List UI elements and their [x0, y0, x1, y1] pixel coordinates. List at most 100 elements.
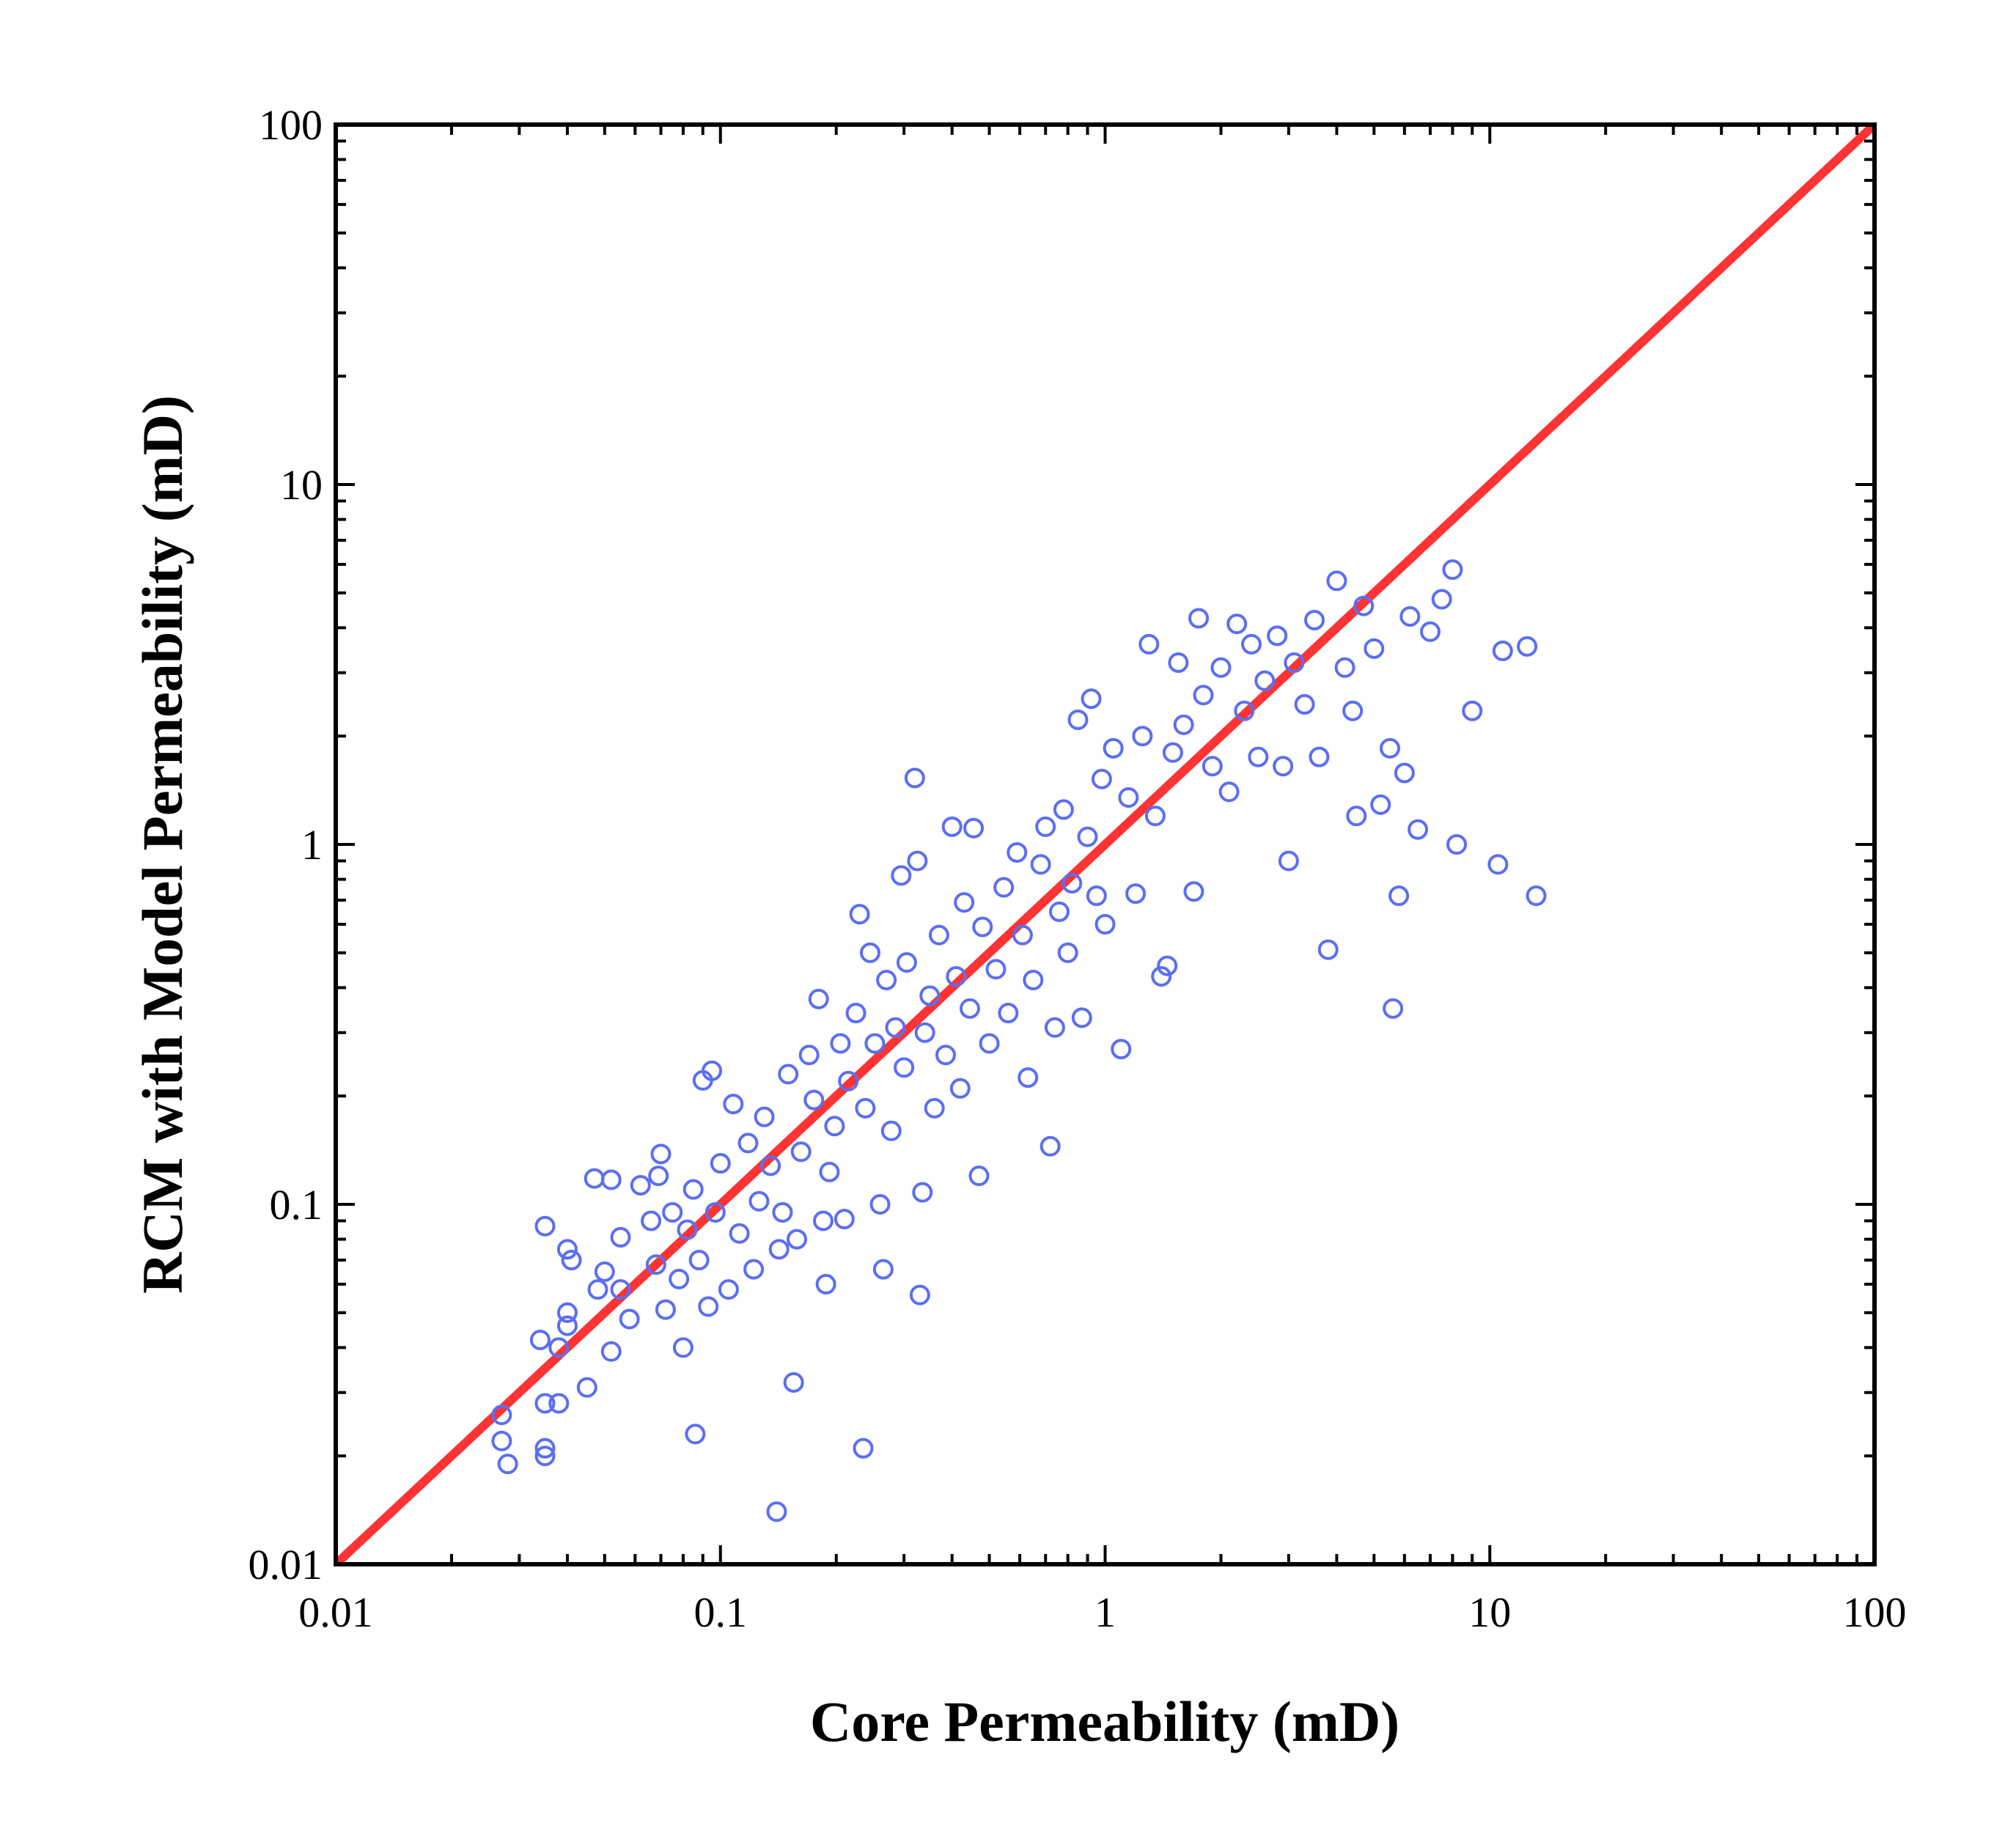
data-point	[1278, 850, 1299, 872]
data-point	[1492, 640, 1513, 661]
data-point	[1408, 819, 1429, 840]
data-point	[587, 1279, 608, 1300]
data-point	[1118, 787, 1139, 809]
data-point	[1162, 742, 1183, 763]
data-point	[534, 1446, 556, 1467]
data-point	[1125, 883, 1147, 905]
data-point	[576, 1377, 597, 1398]
data-point	[1132, 726, 1153, 747]
data-point	[1267, 625, 1288, 647]
data-point	[1431, 589, 1452, 610]
data-point	[610, 1226, 631, 1248]
data-point	[645, 1254, 666, 1275]
data-point	[1394, 762, 1415, 784]
data-point	[669, 1268, 690, 1289]
data-point	[556, 1239, 578, 1260]
data-point	[698, 1296, 719, 1317]
data-point	[672, 1337, 694, 1358]
data-point	[1487, 854, 1509, 875]
data-point	[491, 1430, 512, 1451]
data-point	[935, 1045, 956, 1066]
data-point	[1168, 652, 1189, 673]
data-point	[968, 1165, 990, 1187]
y-tick-label: 10	[280, 461, 323, 509]
data-point	[600, 1341, 622, 1362]
data-point	[1370, 794, 1391, 815]
data-point	[685, 1424, 706, 1445]
data-point	[979, 1033, 1000, 1054]
data-point	[548, 1337, 570, 1358]
data-point	[1526, 885, 1547, 907]
data-point	[914, 1022, 935, 1043]
data-point	[790, 1141, 812, 1163]
data-point	[619, 1308, 640, 1330]
data-point	[855, 1097, 876, 1119]
data-point	[1364, 638, 1385, 659]
data-point	[904, 767, 925, 789]
data-point	[896, 952, 917, 973]
data-point	[1044, 1017, 1065, 1038]
data-point	[1095, 913, 1116, 935]
data-point	[778, 1064, 799, 1085]
data-point	[1234, 700, 1255, 721]
data-point	[1091, 768, 1112, 789]
data-point	[1048, 901, 1070, 922]
data-point	[718, 1279, 739, 1300]
data-point	[1388, 885, 1410, 907]
data-point	[584, 1168, 605, 1189]
data-point	[600, 1169, 622, 1190]
data-point	[834, 1209, 855, 1230]
data-point	[1023, 969, 1044, 990]
reference-line-y-equals-x	[336, 125, 1875, 1564]
y-tick-label: 100	[259, 101, 323, 149]
data-point	[998, 1003, 1019, 1024]
data-point	[1138, 633, 1160, 655]
data-point	[529, 1329, 551, 1350]
data-point	[919, 985, 941, 1006]
x-tick-label: 0.1	[694, 1588, 748, 1636]
data-point	[748, 1190, 770, 1212]
data-point	[630, 1174, 651, 1196]
data-point	[729, 1223, 750, 1244]
data-point	[1007, 841, 1028, 863]
data-point	[907, 850, 928, 872]
data-point	[1086, 885, 1107, 907]
data-point	[894, 1057, 915, 1078]
data-point	[941, 816, 963, 837]
data-point	[491, 1404, 512, 1426]
data-point	[819, 1161, 840, 1182]
data-point	[1018, 1067, 1039, 1089]
data-point	[954, 892, 975, 913]
data-point	[1067, 709, 1089, 730]
data-point	[534, 1215, 556, 1237]
data-point	[1517, 636, 1538, 657]
data-point	[1399, 605, 1421, 627]
data-point	[1210, 657, 1232, 678]
data-point	[548, 1393, 570, 1414]
data-point	[743, 1259, 765, 1280]
x-axis-title: Core Permeability (mD)	[810, 1690, 1399, 1753]
data-point	[650, 1144, 672, 1165]
data-point	[830, 1033, 851, 1054]
y-tick-label: 0.01	[249, 1541, 323, 1588]
data-point	[1303, 609, 1325, 630]
plot-frame	[334, 122, 1877, 1566]
data-point	[677, 1219, 698, 1240]
data-point	[859, 942, 880, 963]
data-point	[772, 1201, 793, 1223]
data-point	[1273, 756, 1294, 777]
data-point	[594, 1261, 615, 1282]
data-point	[1053, 799, 1074, 820]
data-point	[1218, 781, 1240, 803]
data-point	[963, 817, 985, 839]
data-point	[1151, 965, 1172, 987]
data-point	[723, 1094, 744, 1115]
data-point	[1462, 700, 1483, 721]
data-point	[683, 1179, 704, 1200]
data-point	[949, 1078, 971, 1099]
data-point	[1442, 559, 1463, 581]
data-point	[556, 1315, 578, 1336]
data-point	[1081, 688, 1102, 710]
data-point	[924, 1097, 945, 1119]
